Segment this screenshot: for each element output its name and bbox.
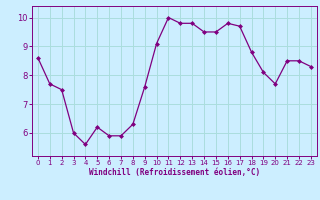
X-axis label: Windchill (Refroidissement éolien,°C): Windchill (Refroidissement éolien,°C) (89, 168, 260, 177)
